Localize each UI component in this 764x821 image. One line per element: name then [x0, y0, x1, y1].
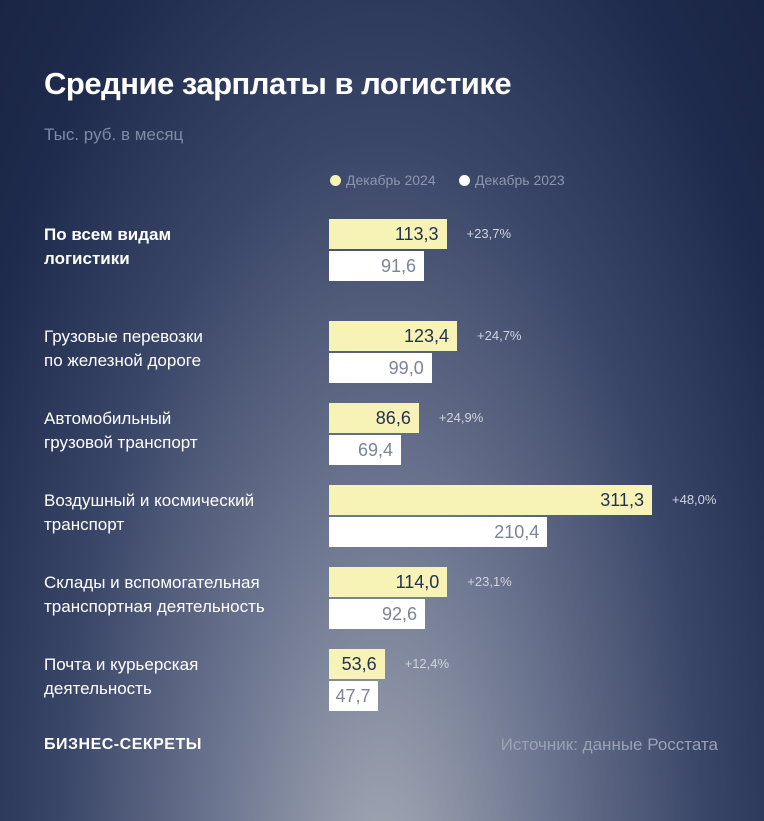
change-label: +24,7% — [477, 328, 522, 343]
bar — [329, 567, 448, 597]
bar — [329, 599, 426, 629]
bar — [329, 353, 432, 383]
value-label: 113,3 — [394, 224, 439, 244]
value-label: 210,4 — [494, 522, 540, 542]
value-label: 311,3 — [600, 490, 644, 510]
value-label: 114,0 — [395, 572, 440, 592]
change-label: +23,1% — [467, 574, 512, 589]
legend-item: Декабрь 2024 — [330, 172, 436, 188]
category-label: Почта и курьерская деятельность — [44, 655, 199, 698]
bar — [329, 681, 379, 711]
value-label: 99,0 — [388, 358, 424, 378]
bar — [329, 435, 401, 465]
bar — [329, 251, 425, 281]
source: Источник: данные Росстата — [500, 735, 718, 754]
change-label: +24,9% — [438, 410, 484, 425]
bar — [329, 517, 548, 547]
category-label: Грузовые перевозки по железной дороге — [44, 327, 203, 370]
legend-swatch — [459, 174, 470, 186]
category-label: Автомобильный грузовой транспорт — [44, 409, 198, 452]
change-label: +23,7% — [466, 226, 511, 241]
change-label: +12,4% — [404, 656, 450, 671]
category-label: Склады и вспомогательная транспортная де… — [44, 573, 265, 616]
bar — [329, 403, 419, 433]
value-label: 69,4 — [357, 440, 393, 460]
value-label: 91,6 — [380, 256, 417, 276]
bar — [329, 321, 458, 351]
category-label: По всем видам логистики — [44, 225, 172, 268]
change-label: +48,0% — [672, 492, 717, 507]
value-label: 92,6 — [382, 604, 418, 624]
brand: БИЗНЕС-СЕКРЕТЫ — [44, 736, 202, 753]
legend-swatch — [330, 174, 341, 186]
value-label: 53,6 — [341, 654, 377, 674]
chart-title: Средние зарплаты в логистике — [44, 66, 512, 101]
legend-item: Декабрь 2023 — [459, 172, 565, 188]
bar — [329, 219, 447, 249]
category-label: Воздушный и космический транспорт — [44, 491, 255, 534]
value-label: 47,7 — [335, 686, 371, 706]
bar — [329, 485, 652, 515]
legend-label: Декабрь 2024 — [346, 172, 436, 188]
value-label: 123,4 — [403, 326, 450, 346]
subtitle: Тыс. руб. в месяц — [44, 125, 184, 144]
value-label: 86,6 — [375, 408, 411, 428]
bar — [329, 649, 385, 679]
legend-label: Декабрь 2023 — [475, 172, 565, 188]
